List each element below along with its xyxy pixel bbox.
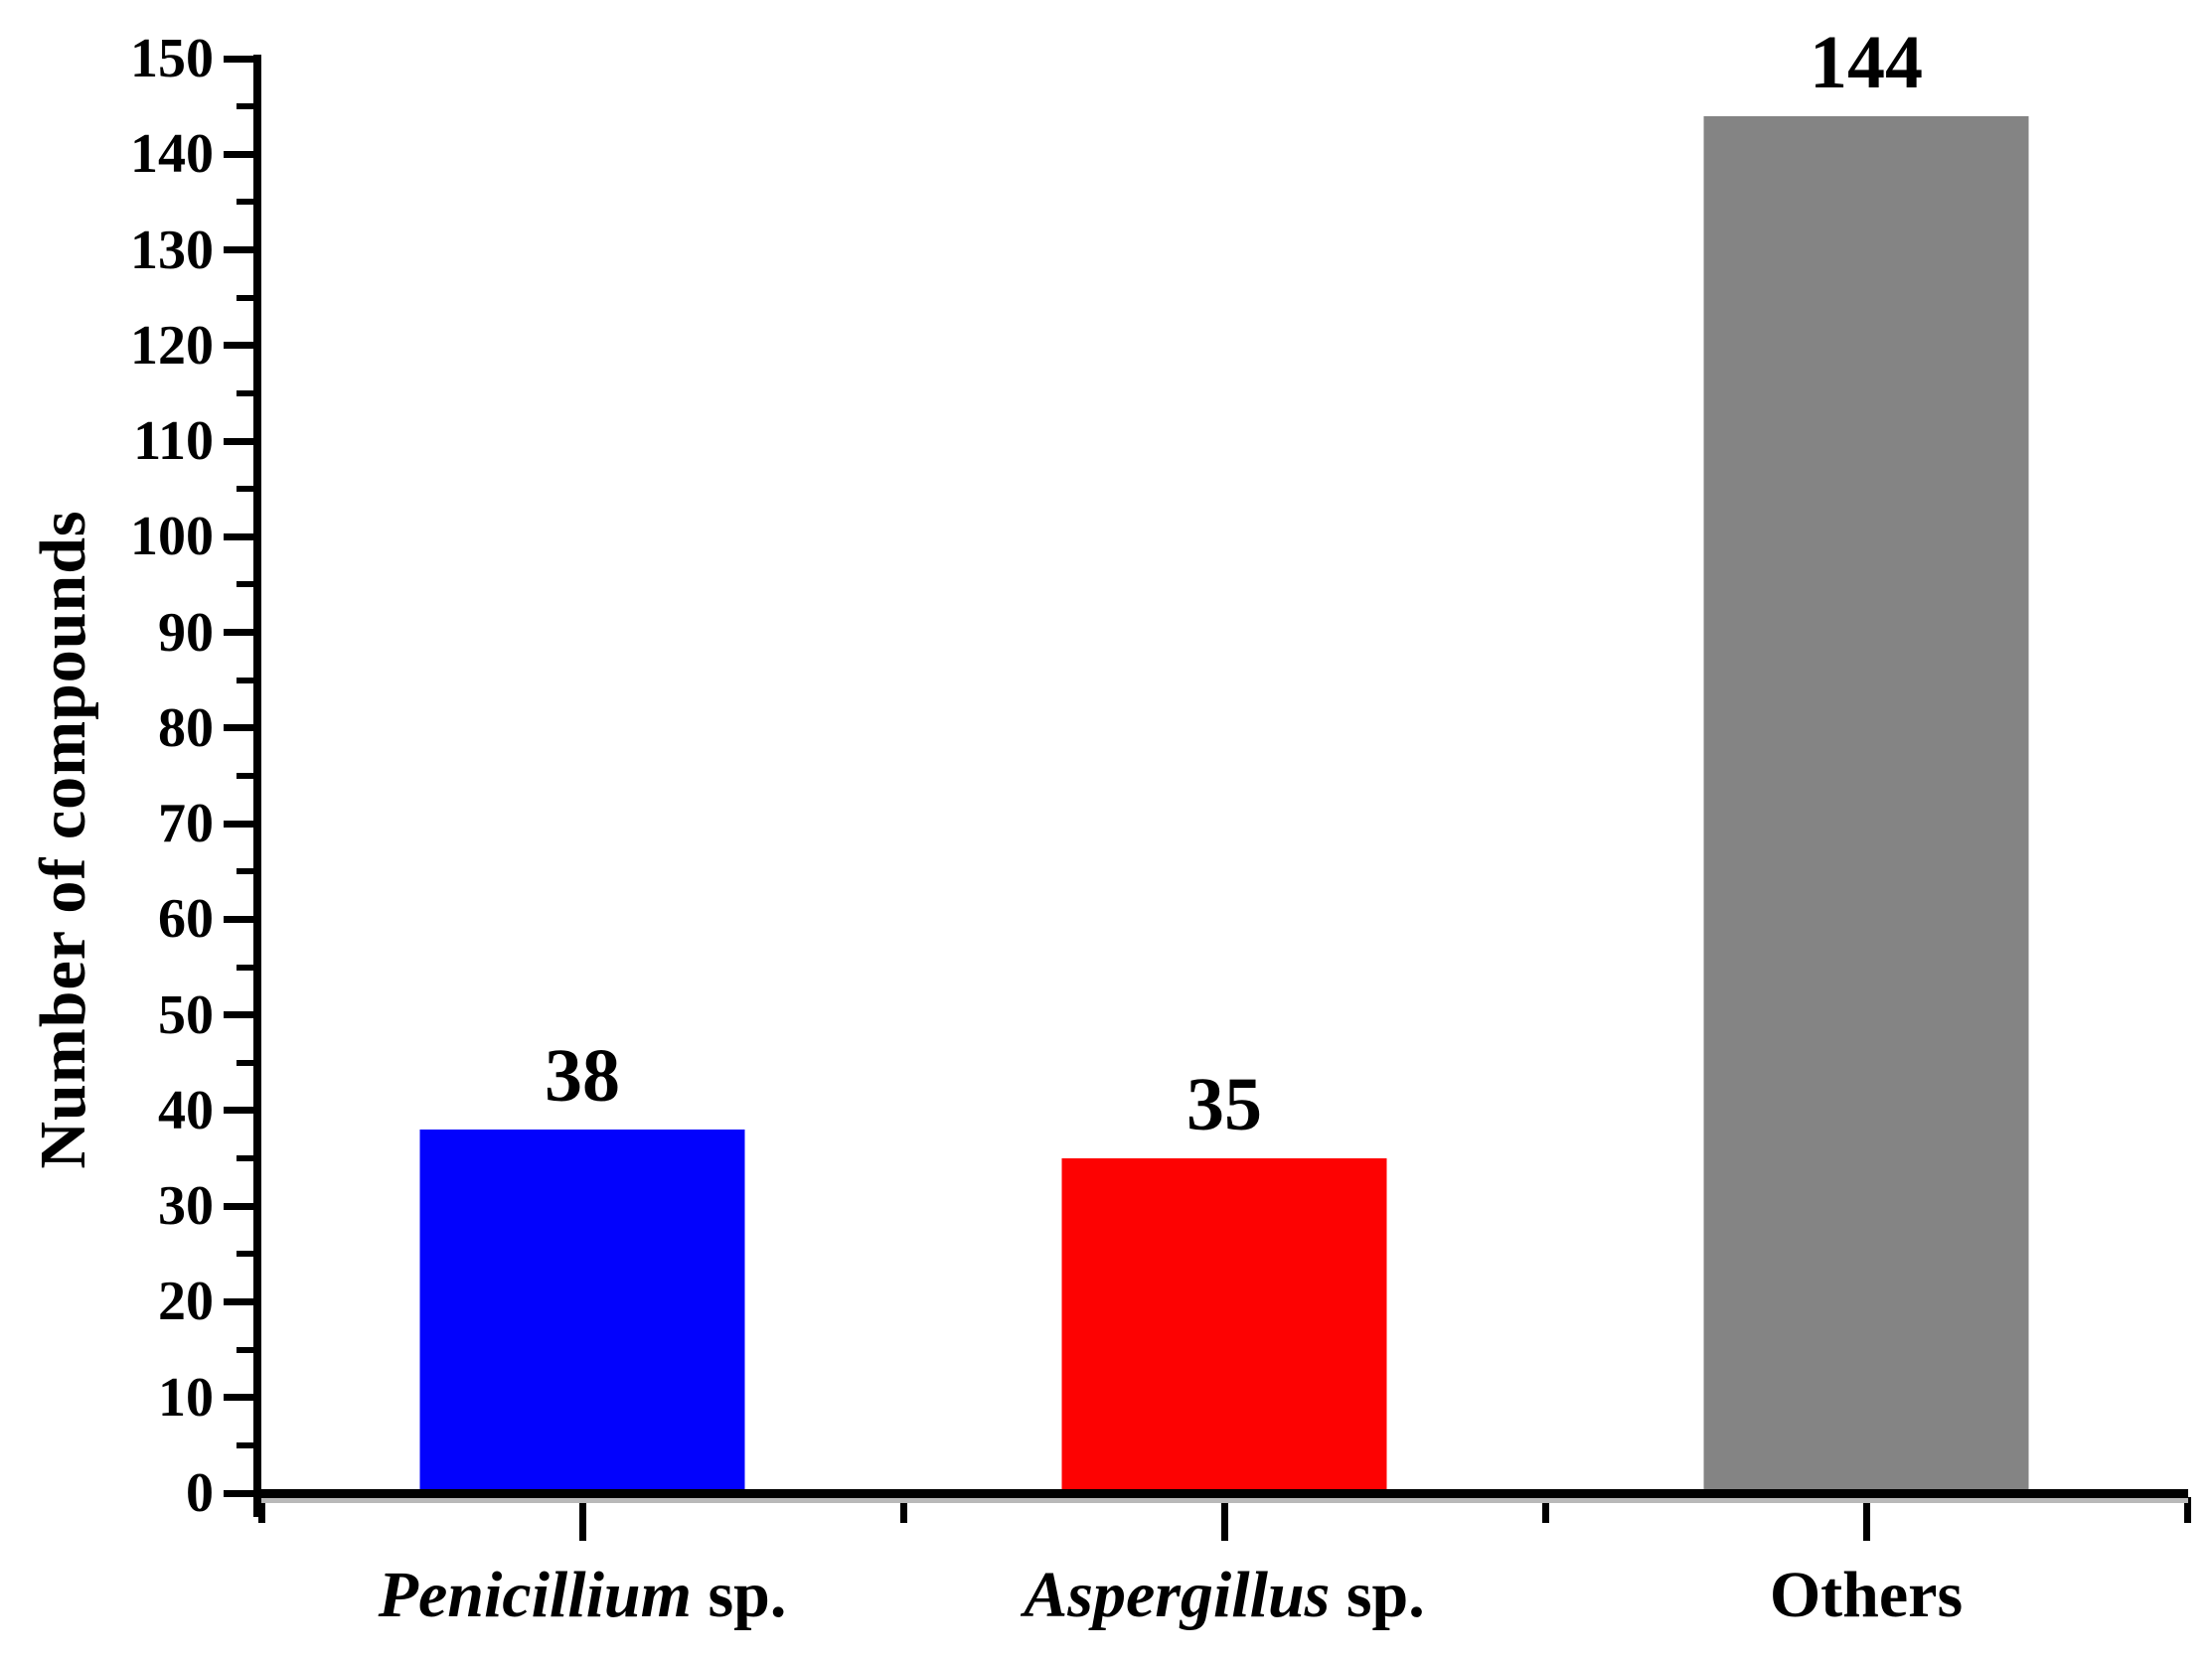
y-minor-tick [237,868,253,875]
y-tick-label: 20 [158,1271,214,1333]
y-tick-label: 80 [158,696,214,759]
bar-penicillium [419,1130,745,1493]
y-tick-label: 90 [158,601,214,664]
y-tick-label: 70 [158,793,214,855]
bar-group-penicillium: 38 [261,59,903,1493]
y-minor-tick [237,1155,253,1162]
x-major-tick [1863,1497,1871,1541]
x-label-aspergillus: Aspergillus sp. [903,1546,1545,1655]
y-major-tick [224,55,253,63]
y-major-tick [224,150,253,158]
y-tick-label: 140 [130,123,214,186]
bar-others [1703,115,2029,1493]
y-major-tick [224,1297,253,1305]
x-label-others-text: Others [1769,1559,1964,1631]
y-major-tick [224,915,253,923]
y-minor-tick [237,199,253,206]
y-tick-label: 130 [130,219,214,281]
y-major-tick [224,246,253,254]
y-major-tick [224,1202,253,1210]
bar-group-aspergillus: 35 [903,59,1545,1493]
y-major-tick [224,437,253,445]
y-major-tick [224,1107,253,1115]
y-major-tick [224,1489,253,1497]
x-minor-tick [257,1497,265,1523]
x-minor-tick [1542,1497,1550,1523]
plot-area: 0 10 20 30 40 50 60 70 80 90 100 110 120 130 140 150 38… [130,25,2191,1541]
bar-aspergillus [1061,1158,1387,1493]
y-tick-label: 60 [158,888,214,951]
bar-columns: 38 35 144 [261,25,2188,1493]
x-major-tick [578,1497,586,1541]
y-minor-tick [237,1346,253,1353]
y-tick-label: 110 [133,410,214,473]
y-minor-tick [237,1059,253,1066]
y-minor-tick [237,294,253,301]
x-major-tick [1221,1497,1228,1541]
y-minor-tick [237,486,253,493]
y-major-tick [224,629,253,637]
x-label-aspergillus-genus: Aspergillus [1024,1559,1331,1631]
x-label-aspergillus-suffix: sp. [1330,1559,1425,1631]
y-major-tick [224,1011,253,1019]
x-minor-tick [2184,1497,2191,1523]
y-minor-tick [237,581,253,588]
value-label-aspergillus: 35 [1186,1063,1262,1147]
x-label-others: Others [1545,1546,2187,1655]
y-tick-label: 50 [158,983,214,1046]
y-minor-tick [237,1251,253,1258]
y-axis-line [253,55,261,1517]
y-minor-tick [237,1441,253,1448]
y-major-tick [224,532,253,540]
y-tick-label: 0 [186,1462,214,1524]
y-tick-label: 40 [158,1079,214,1141]
x-category-labels: Penicillium sp. Aspergillus sp. Others [261,1546,2188,1655]
x-minor-tick [899,1497,907,1523]
y-minor-tick [237,389,253,396]
y-major-tick [224,1394,253,1402]
y-major-tick [224,342,253,350]
y-major-tick [224,724,253,732]
x-axis-line [253,1489,2188,1498]
y-tick-label: 150 [130,28,214,89]
y-minor-tick [237,677,253,683]
y-axis-title: Number of compounds [27,510,99,1169]
value-label-penicillium: 38 [545,1034,620,1119]
bar-group-others: 144 [1545,25,2187,1493]
y-minor-tick [237,964,253,971]
x-label-penicillium: Penicillium sp. [261,1546,903,1655]
y-major-tick [224,820,253,828]
y-minor-tick [237,103,253,110]
value-label-others: 144 [1810,20,1923,104]
y-tick-label: 30 [158,1175,214,1238]
y-minor-tick [237,773,253,779]
y-tick-label: 100 [130,506,214,568]
x-label-penicillium-suffix: sp. [691,1559,787,1631]
x-axis-shadow [253,1498,2188,1503]
y-tick-label: 120 [130,314,214,377]
y-tick-label: 10 [158,1366,214,1429]
x-label-penicillium-genus: Penicillium [378,1559,692,1631]
